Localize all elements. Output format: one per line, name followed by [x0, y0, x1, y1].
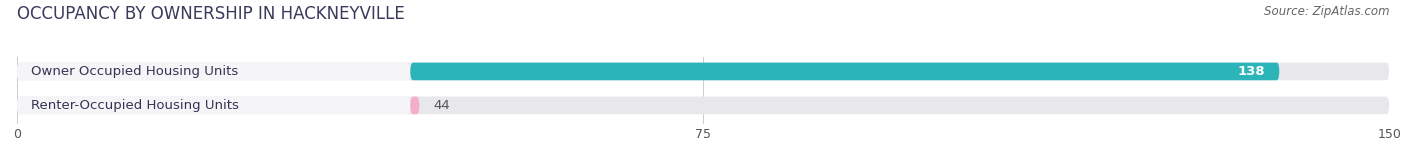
- Text: 138: 138: [1239, 65, 1265, 78]
- FancyBboxPatch shape: [411, 63, 1279, 80]
- FancyBboxPatch shape: [17, 97, 411, 114]
- Text: Renter-Occupied Housing Units: Renter-Occupied Housing Units: [31, 99, 239, 112]
- Text: Source: ZipAtlas.com: Source: ZipAtlas.com: [1264, 5, 1389, 18]
- FancyBboxPatch shape: [17, 63, 1389, 80]
- FancyBboxPatch shape: [17, 63, 411, 80]
- FancyBboxPatch shape: [411, 97, 419, 114]
- FancyBboxPatch shape: [17, 97, 1389, 114]
- Text: 44: 44: [433, 99, 450, 112]
- Text: Owner Occupied Housing Units: Owner Occupied Housing Units: [31, 65, 238, 78]
- Text: OCCUPANCY BY OWNERSHIP IN HACKNEYVILLE: OCCUPANCY BY OWNERSHIP IN HACKNEYVILLE: [17, 5, 405, 23]
